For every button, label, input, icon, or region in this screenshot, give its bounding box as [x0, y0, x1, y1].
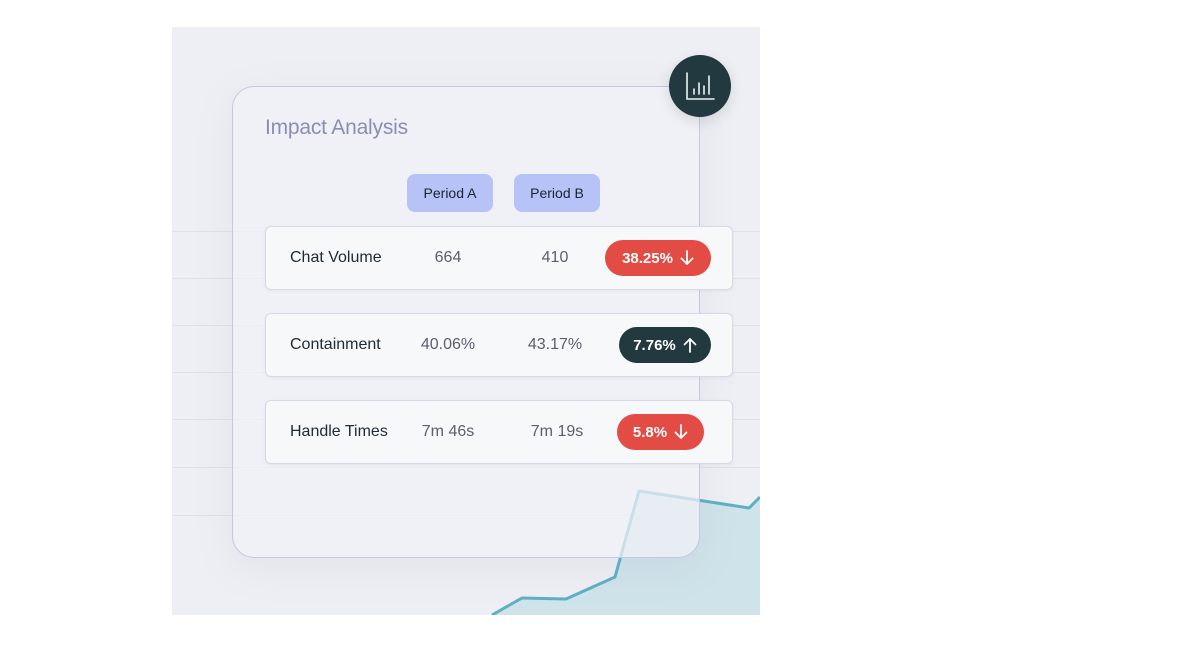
change-value: 7.76%	[633, 336, 676, 354]
metric-row-handle-times: Handle Times 7m 46s 7m 19s 5.8%	[265, 400, 733, 464]
trend-line	[491, 489, 760, 615]
metric-label: Handle Times	[290, 423, 388, 440]
period-b-header: Period B	[514, 174, 600, 212]
bar-chart-icon[interactable]	[669, 55, 731, 117]
period-b-value: 43.17%	[527, 336, 583, 353]
arrow-up-icon	[683, 337, 697, 353]
change-badge: 7.76%	[619, 327, 711, 363]
analytics-panel: Impact Analysis Period A Period B Chat V…	[172, 27, 760, 615]
arrow-down-icon	[680, 250, 694, 266]
arrow-down-icon	[674, 424, 688, 440]
period-b-value: 7m 19s	[530, 423, 584, 440]
change-value: 5.8%	[632, 423, 668, 441]
metric-row-containment: Containment 40.06% 43.17% 7.76%	[265, 313, 733, 377]
change-value: 38.25%	[622, 249, 673, 267]
card-title: Impact Analysis	[265, 116, 408, 139]
change-badge: 5.8%	[617, 414, 704, 450]
metric-label: Chat Volume	[290, 249, 382, 266]
period-a-header: Period A	[407, 174, 493, 212]
period-a-value: 664	[434, 249, 462, 266]
change-badge: 38.25%	[605, 240, 711, 276]
metric-label: Containment	[290, 336, 381, 353]
period-a-value: 7m 46s	[421, 423, 475, 440]
period-b-value: 410	[541, 249, 569, 266]
metric-row-chat-volume: Chat Volume 664 410 38.25%	[265, 226, 733, 290]
period-a-value: 40.06%	[420, 336, 476, 353]
